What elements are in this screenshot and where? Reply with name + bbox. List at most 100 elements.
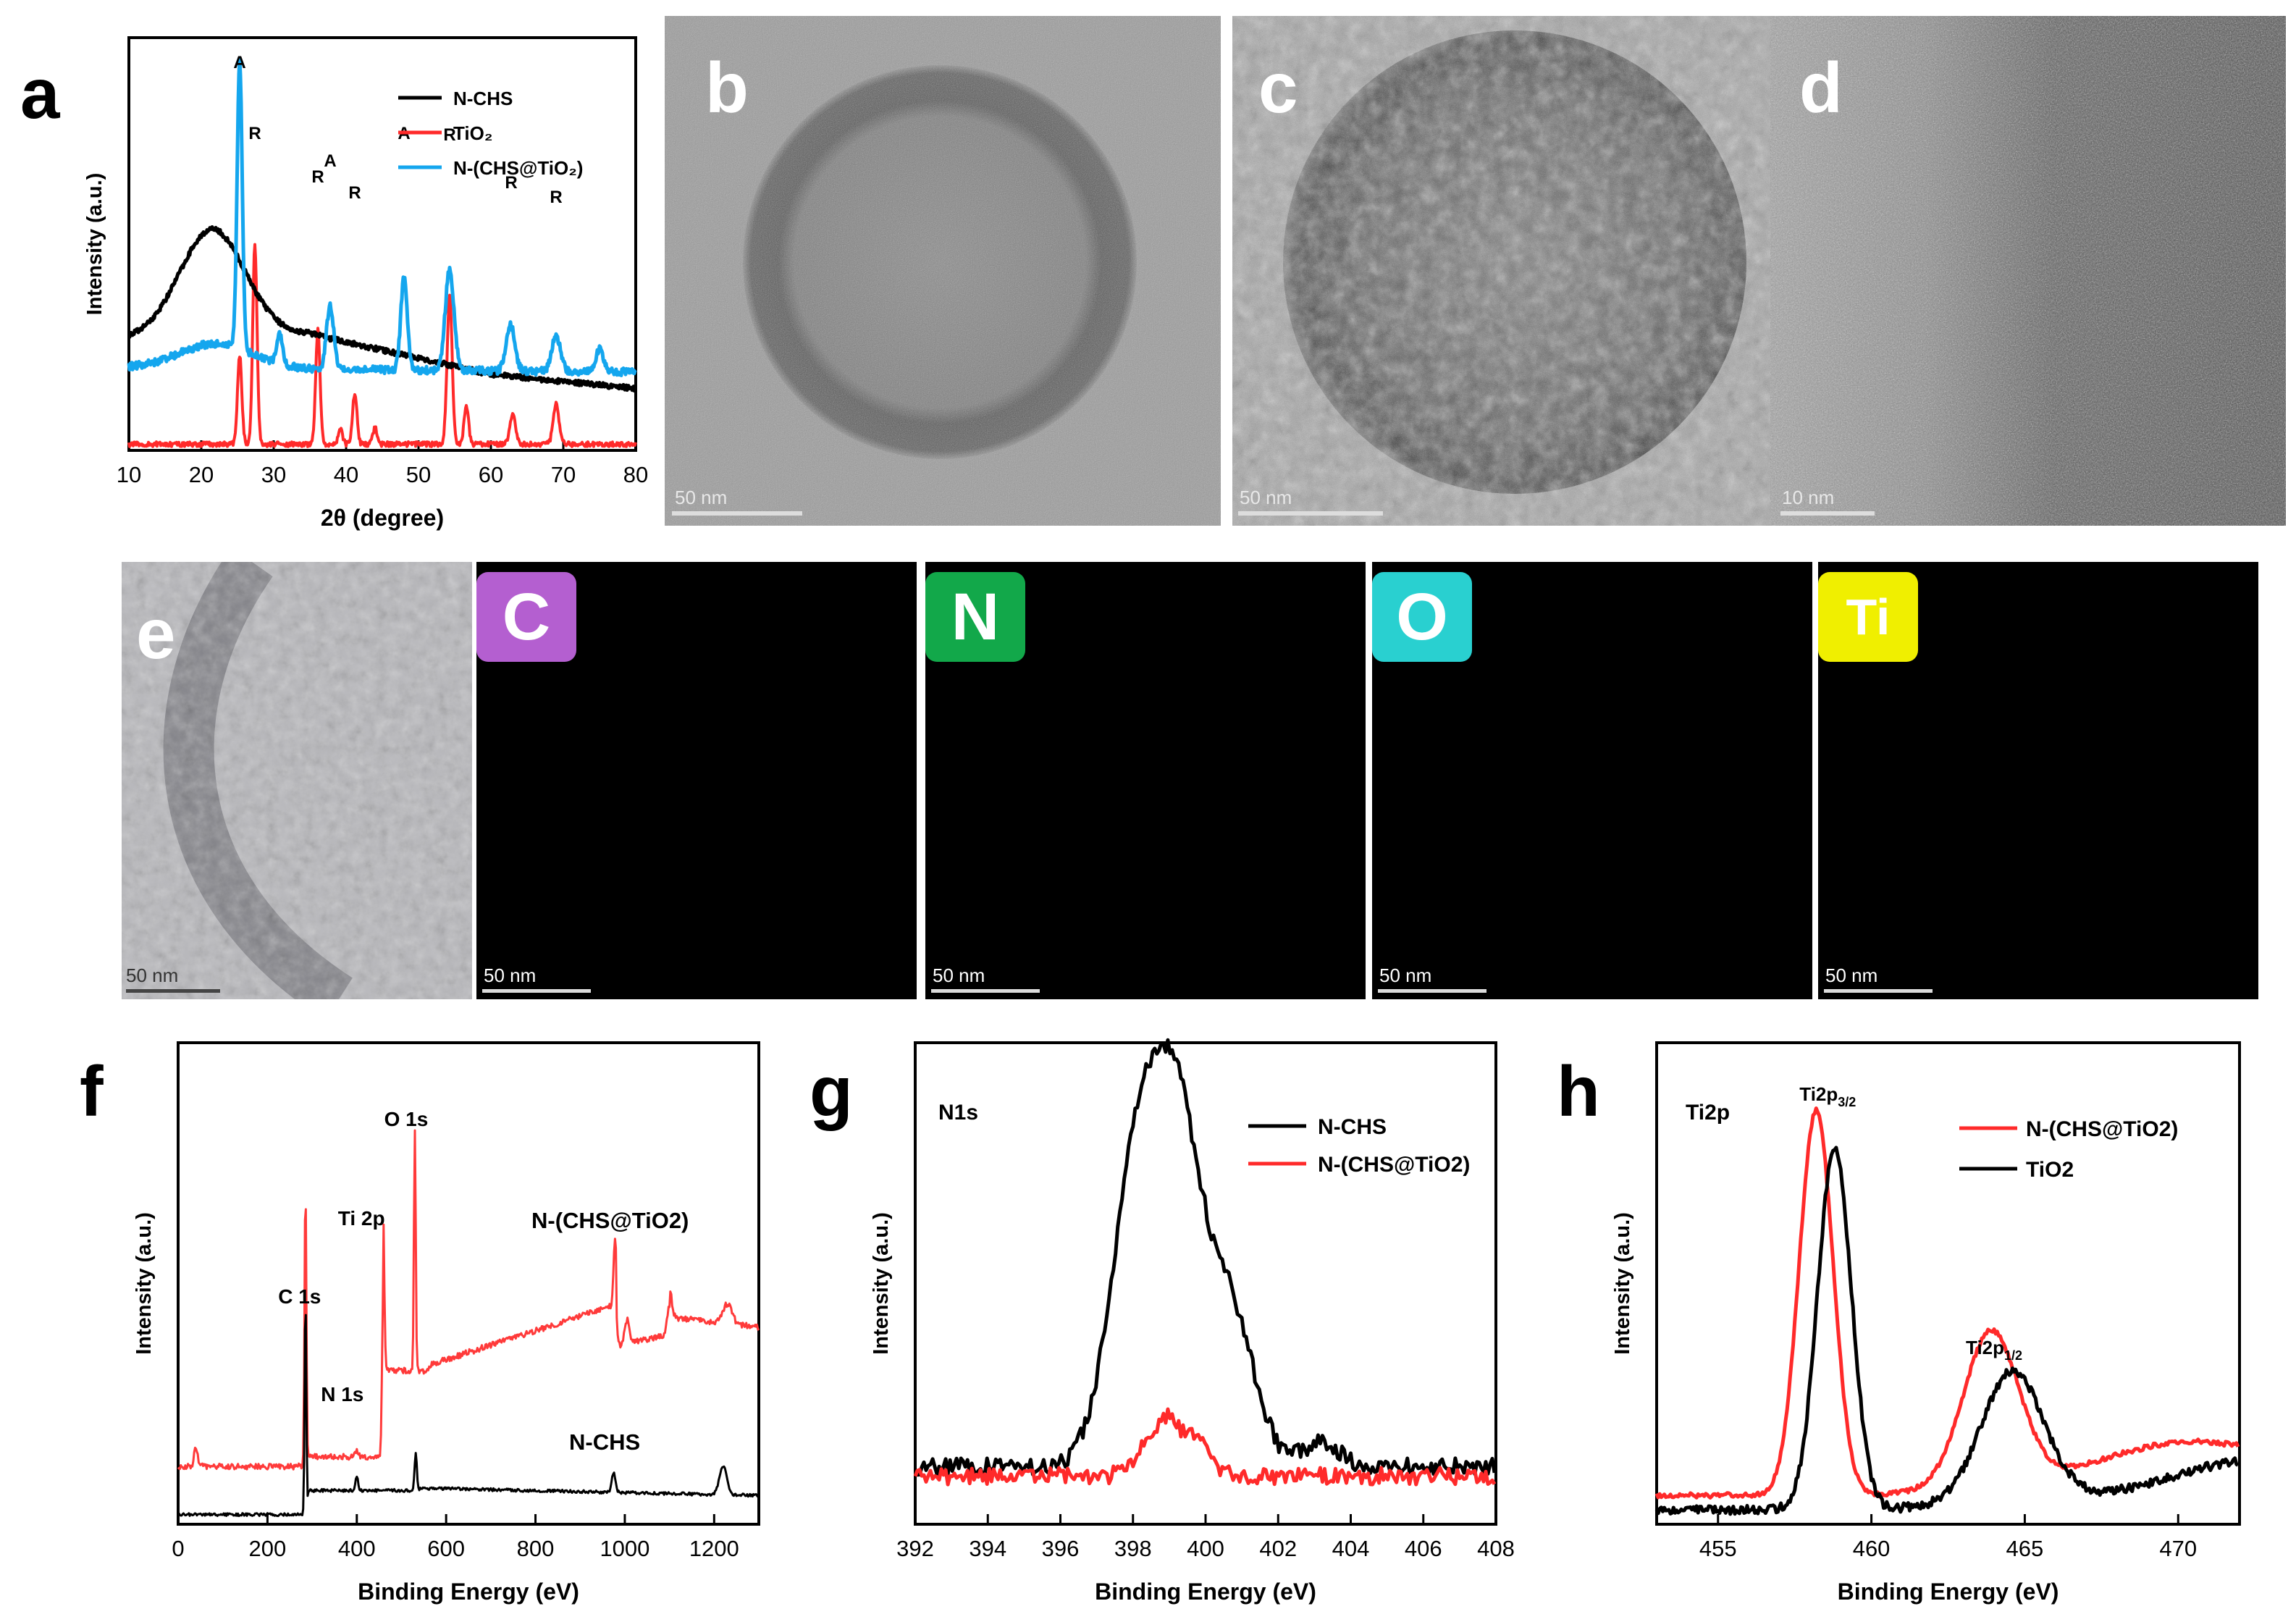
peak-label-ti2p3-2: Ti2p3/2	[1799, 1083, 1856, 1109]
scale-label-e: 50 nm	[126, 965, 179, 986]
chart-g: 392 394 396 398 400 402 404 406 408 Binding Energ…	[870, 1038, 1515, 1605]
series-line-n-chs	[177, 1314, 760, 1518]
scale-bar	[1378, 989, 1486, 993]
plot-frame	[914, 1041, 1497, 1526]
x-axis-label: Binding Energy (eV)	[358, 1579, 579, 1605]
eds-map-n: N 50 nm	[925, 562, 1366, 999]
scale-bar-e	[126, 989, 220, 993]
peak-label: A	[233, 53, 245, 72]
tem-image-e: e 50 nm	[122, 562, 472, 999]
x-tick-label: 0	[172, 1536, 184, 1561]
x-tick-label: 800	[517, 1536, 555, 1561]
x-tick-label: 392	[896, 1536, 934, 1561]
series-label-n-chs-tio2: N-(CHS@TiO2)	[531, 1208, 689, 1233]
legend-entry: N-(CHS@TiO2)	[1318, 1153, 1470, 1177]
x-tick-label: 70	[551, 462, 576, 487]
x-tick-label: 80	[623, 462, 648, 487]
panel-label-c: c	[1258, 48, 1298, 127]
series-line-n-chs	[914, 1038, 1497, 1477]
scale-bar	[1824, 989, 1933, 993]
tem-image-c: c 50 nm	[1232, 16, 1775, 526]
x-tick-label: 398	[1114, 1536, 1152, 1561]
peak-label: R	[550, 188, 562, 207]
legend-entry: N-CHS	[1318, 1115, 1387, 1139]
peak-label: R	[348, 183, 361, 203]
peak-label: C 1s	[278, 1285, 321, 1308]
x-tick-label: 50	[406, 462, 431, 487]
legend-entry: N-(CHS@TiO₂)	[453, 157, 583, 179]
eds-map-c: C 50 nm	[476, 562, 917, 999]
element-badge-o: O	[1372, 572, 1472, 662]
panel-label-b: b	[705, 48, 749, 127]
x-tick-label: 40	[334, 462, 358, 487]
legend-entry: N-(CHS@TiO2)	[2026, 1117, 2178, 1141]
y-axis-label: Intensity (a.u.)	[1611, 1212, 1634, 1355]
x-tick-label: 10	[117, 462, 141, 487]
x-axis-label: Binding Energy (eV)	[1095, 1579, 1316, 1605]
eds-map-ti: Ti 50 nm	[1818, 562, 2258, 999]
series-line-n-chs-tio2	[913, 1407, 1497, 1487]
x-tick-label: 30	[261, 462, 286, 487]
x-tick-label: 396	[1042, 1536, 1080, 1561]
scale-label-b: 50 nm	[675, 487, 728, 508]
panel-label-d: d	[1799, 48, 1843, 127]
x-tick-label: 60	[479, 462, 503, 487]
chart-h: 455 460 465 470 Binding Energy (eV) Intensity…	[1611, 1041, 2241, 1605]
x-tick-label: 1200	[689, 1536, 739, 1561]
peak-label: A	[324, 151, 336, 171]
peak-label: R	[505, 173, 517, 193]
x-axis-label: 2θ (degree)	[321, 505, 444, 531]
x-tick-label: 408	[1477, 1536, 1515, 1561]
x-tick-label: 20	[189, 462, 214, 487]
peak-label: N 1s	[321, 1383, 363, 1405]
x-tick-label: 600	[427, 1536, 465, 1561]
panel-label-e: e	[136, 594, 176, 673]
x-tick-label: 200	[249, 1536, 287, 1561]
chart-title: N1s	[938, 1101, 978, 1125]
scale-label-c: 50 nm	[1240, 487, 1292, 508]
legend-entry: TiO₂	[453, 122, 492, 144]
panel-label-g: g	[810, 1051, 853, 1131]
x-tick-label: 394	[969, 1536, 1006, 1561]
x-tick-label: 460	[1853, 1536, 1891, 1561]
y-axis-label: Intensity (a.u.)	[870, 1212, 893, 1355]
subscript: 1/2	[2004, 1348, 2022, 1363]
x-axis-label: Binding Energy (eV)	[1838, 1579, 2059, 1605]
scale-bar-c	[1238, 511, 1383, 516]
x-tick-label: 400	[338, 1536, 376, 1561]
peak-label: O 1s	[384, 1108, 429, 1130]
x-tick-label: 465	[2006, 1536, 2044, 1561]
panel-label-f: f	[80, 1051, 104, 1131]
chart-f: 0 200 400 600 800 1000 1200 Binding Energy (eV)…	[133, 1041, 760, 1605]
series-line-n-chs-tio2	[127, 56, 637, 377]
x-tick-label: 406	[1405, 1536, 1442, 1561]
y-axis-label: Intensity (a.u.)	[133, 1212, 156, 1355]
chart-a: 10 20 30 40 50 60 70 80 2θ (degree) Intensity (a.…	[83, 36, 648, 531]
x-tick-label: 402	[1259, 1536, 1297, 1561]
tem-image-d: d 10 nm	[1770, 16, 2286, 526]
series-line-tio2	[127, 243, 637, 448]
scale-bar	[931, 989, 1040, 993]
scale-label: 50 nm	[484, 965, 537, 986]
eds-map-o: O 50 nm	[1372, 562, 1812, 999]
peak-label: R	[311, 167, 324, 187]
series-label-n-chs: N-CHS	[569, 1429, 640, 1455]
legend-entry: TiO2	[2026, 1158, 2074, 1182]
scale-label: 50 nm	[1825, 965, 1878, 986]
series-line-tio2	[1654, 1146, 2240, 1516]
x-tick-label: 404	[1332, 1536, 1370, 1561]
element-badge-c: C	[476, 572, 576, 662]
panel-label-h: h	[1557, 1051, 1600, 1131]
scale-label: 50 nm	[1379, 965, 1432, 986]
scale-label-d: 10 nm	[1782, 487, 1835, 508]
plot-frame	[177, 1041, 760, 1526]
legend-entry: N-CHS	[453, 88, 513, 109]
subscript: 3/2	[1838, 1095, 1856, 1109]
element-badge-ti: Ti	[1818, 572, 1918, 662]
panel-label-a: a	[20, 54, 60, 133]
peak-label: Ti 2p	[338, 1207, 385, 1230]
plot-frame	[1655, 1041, 2241, 1526]
peak-label: R	[443, 125, 455, 145]
peak-label: R	[248, 124, 261, 143]
plot-frame	[127, 36, 637, 452]
